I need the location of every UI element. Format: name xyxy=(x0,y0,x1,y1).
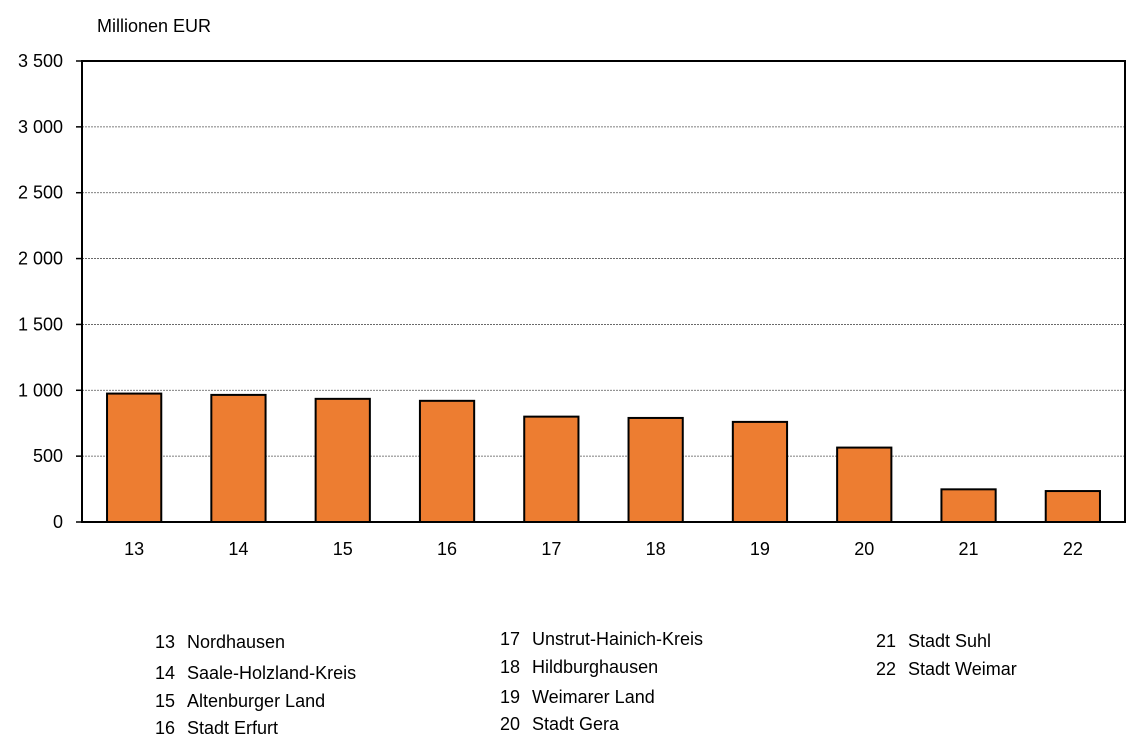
y-tick-label: 3 500 xyxy=(18,51,63,71)
bars xyxy=(106,392,1101,524)
y-tick-label: 2 000 xyxy=(18,249,63,269)
bar-20 xyxy=(836,446,893,523)
y-tick-label: 1 500 xyxy=(18,314,63,334)
x-tick-label: 16 xyxy=(437,539,457,559)
legend-name: Saale-Holzland-Kreis xyxy=(187,663,357,683)
bar-13 xyxy=(106,392,163,524)
bar-22 xyxy=(1044,490,1101,524)
legend-name: Stadt Erfurt xyxy=(187,718,279,738)
legend-item-15: 15 Altenburger Land xyxy=(155,691,325,712)
legend-item-19: 19 Weimarer Land xyxy=(500,687,655,708)
legend-number: 19 xyxy=(500,687,521,707)
legend-item-18: 18 Hildburghausen xyxy=(500,657,658,678)
bar-18 xyxy=(627,416,684,523)
bar-16 xyxy=(418,399,476,523)
y-axis-unit-label: Millionen EUR xyxy=(97,16,211,36)
legend-name: Hildburghausen xyxy=(532,657,659,677)
y-tick-label: 500 xyxy=(33,446,63,466)
legend-name: Nordhausen xyxy=(187,632,286,652)
y-tick-label: 2 500 xyxy=(18,183,63,203)
legend-name: Altenburger Land xyxy=(187,691,326,711)
legend-number: 16 xyxy=(155,718,176,738)
bar-19 xyxy=(731,420,789,524)
legend-number: 18 xyxy=(500,657,521,677)
bar-chart: Millionen EUR 0 500 1 000 1 500 2 000 2 500 3 … xyxy=(18,16,1126,559)
y-tick-label: 3 000 xyxy=(18,117,63,137)
legend-name: Weimarer Land xyxy=(532,687,655,707)
x-tick-label: 14 xyxy=(228,539,248,559)
legend-number: 14 xyxy=(155,663,176,683)
legend-item-21: 21 Stadt Suhl xyxy=(876,631,991,652)
legend-number: 17 xyxy=(500,629,521,649)
bar-14 xyxy=(210,393,267,524)
legend-number: 13 xyxy=(155,632,176,652)
legend-name: Stadt Weimar xyxy=(908,659,1017,679)
x-tick-label: 18 xyxy=(646,539,666,559)
x-tick-label: 17 xyxy=(541,539,561,559)
legend-item-22: 22 Stadt Weimar xyxy=(876,659,1017,680)
x-tick-label: 21 xyxy=(959,539,979,559)
y-tick-labels: 0 500 1 000 1 500 2 000 2 500 3 000 3 500 xyxy=(18,51,63,532)
legend-item-16: 16 Stadt Erfurt xyxy=(155,718,278,739)
x-tick-labels: 13 14 15 16 17 18 19 20 21 22 xyxy=(124,539,1083,559)
legend-name: Stadt Suhl xyxy=(908,631,992,651)
legend-item-17: 17 Unstrut-Hainich-Kreis xyxy=(500,629,703,650)
legend-number: 22 xyxy=(876,659,897,679)
legend-number: 15 xyxy=(155,691,176,711)
legend-item-20: 20 Stadt Gera xyxy=(500,714,619,735)
legend-name: Stadt Gera xyxy=(532,714,620,734)
legend-number: 21 xyxy=(876,631,897,651)
bar-17 xyxy=(523,415,580,523)
legend-number: 20 xyxy=(500,714,521,734)
axes xyxy=(76,60,1126,523)
legend-name: Unstrut-Hainich-Kreis xyxy=(532,629,704,649)
bar-21 xyxy=(940,488,997,524)
x-tick-label: 19 xyxy=(750,539,770,559)
x-tick-label: 13 xyxy=(124,539,144,559)
plot-frame xyxy=(81,60,1126,523)
legend-item-14: 14 Saale-Holzland-Kreis xyxy=(155,663,356,684)
x-tick-label: 15 xyxy=(333,539,353,559)
bar-15 xyxy=(314,397,371,523)
legend-item-13: 13 Nordhausen xyxy=(155,632,285,653)
x-tick-label: 22 xyxy=(1063,539,1083,559)
y-tick-label: 1 000 xyxy=(18,380,63,400)
x-tick-label: 20 xyxy=(854,539,874,559)
y-tick-label: 0 xyxy=(53,512,63,532)
